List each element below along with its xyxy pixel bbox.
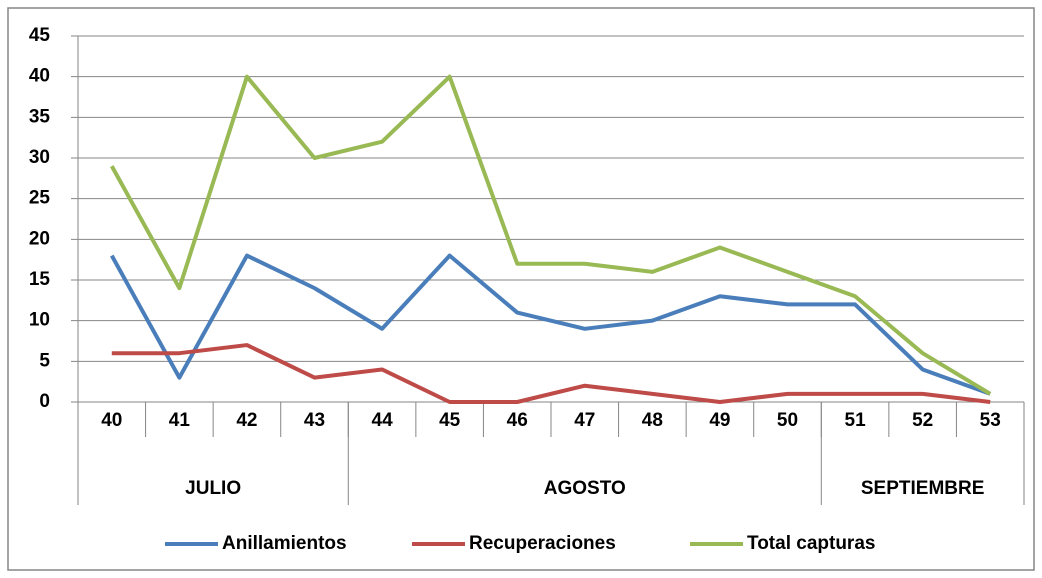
y-tick-label: 10 — [29, 310, 50, 331]
x-tick-label: 52 — [912, 410, 933, 431]
x-tick-label: 51 — [845, 410, 867, 431]
legend-label: Total capturas — [747, 533, 875, 554]
legend-label: Recuperaciones — [469, 533, 616, 554]
x-tick-label: 53 — [980, 410, 1001, 431]
x-tick-label: 43 — [304, 410, 325, 431]
x-tick-label: 46 — [507, 410, 528, 431]
x-tick-label: 44 — [372, 410, 394, 431]
series-line — [110, 253, 991, 396]
series-line — [111, 343, 991, 404]
y-tick-label: 15 — [29, 269, 51, 290]
x-tick-label: 49 — [709, 410, 730, 431]
x-tick-label: 50 — [777, 410, 798, 431]
group-label: JULIO — [185, 478, 241, 499]
x-tick-label: 48 — [642, 410, 663, 431]
y-tick-label: 5 — [39, 350, 50, 371]
y-tick-label: 35 — [29, 106, 51, 127]
y-tick-label: 30 — [29, 147, 50, 168]
series-line — [110, 74, 992, 396]
x-tick-label: 41 — [169, 410, 191, 431]
y-tick-label: 45 — [29, 25, 51, 46]
y-tick-label: 20 — [29, 228, 50, 249]
y-tick-label: 25 — [29, 188, 51, 209]
x-tick-label: 40 — [101, 410, 122, 431]
x-tick-label: 47 — [574, 410, 595, 431]
x-tick-label: 45 — [439, 410, 461, 431]
y-tick-label: 0 — [39, 391, 50, 412]
y-tick-label: 40 — [29, 66, 50, 87]
legend-label: Anillamientos — [222, 533, 347, 554]
group-label: SEPTIEMBRE — [861, 478, 985, 499]
group-label: AGOSTO — [544, 478, 626, 499]
x-tick-label: 42 — [236, 410, 257, 431]
